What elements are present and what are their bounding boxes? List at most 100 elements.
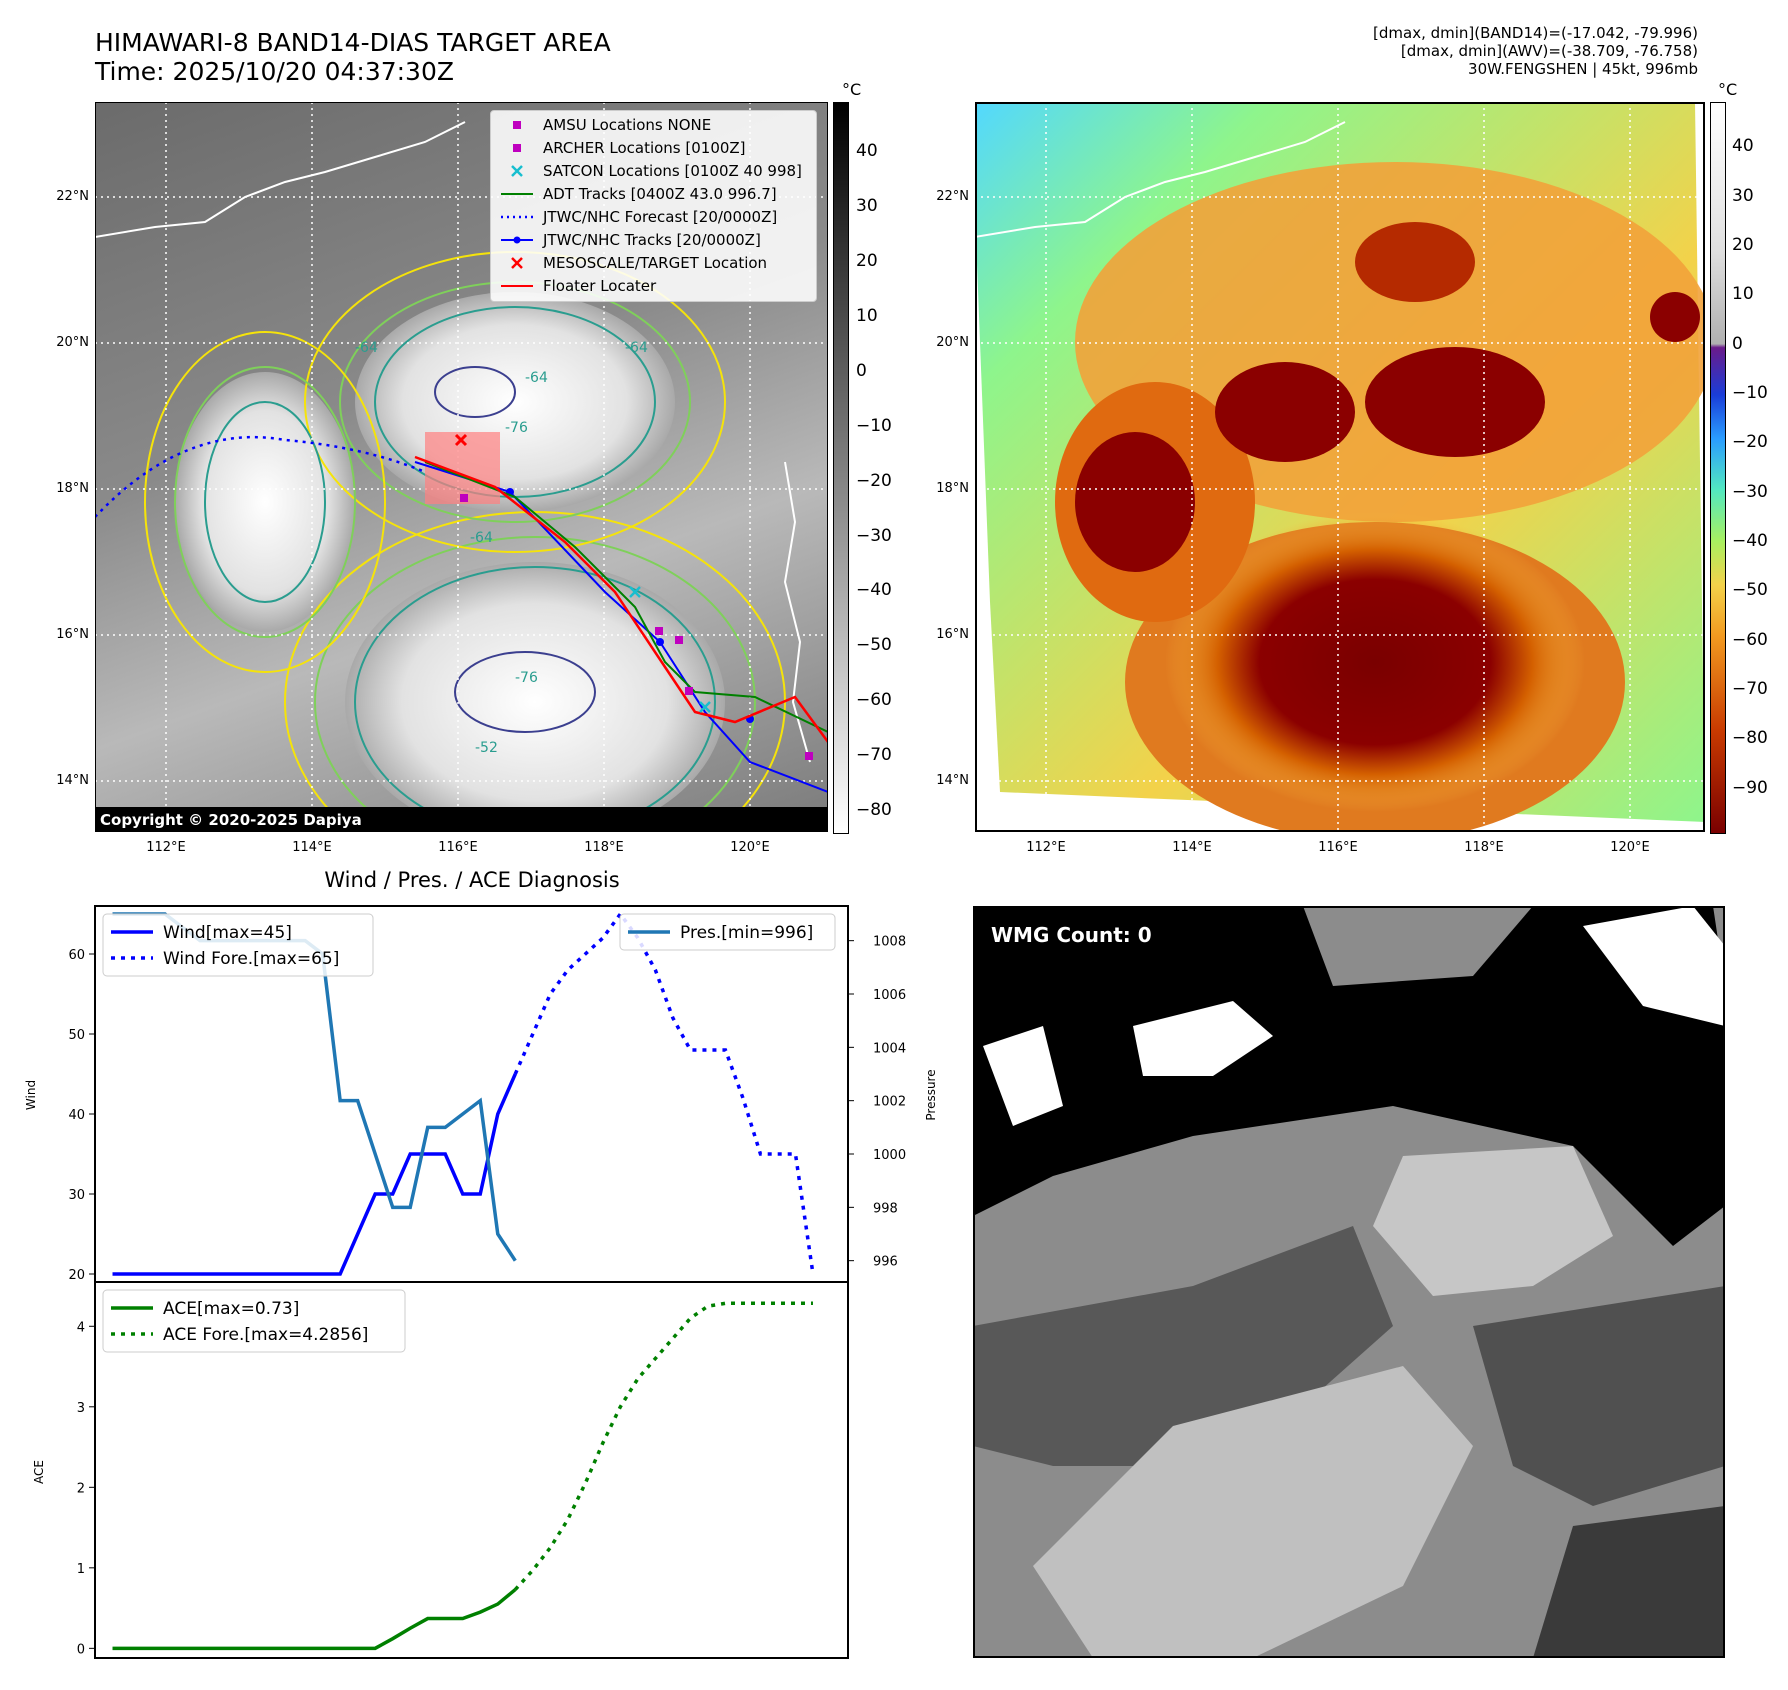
lon-tick-label: 112°E <box>1026 840 1066 855</box>
legend-swatch <box>501 236 533 244</box>
lat-tick-label: 22°N <box>936 189 969 204</box>
colorbar-tick-label: −30 <box>856 525 892 546</box>
legend-label: MESOSCALE/TARGET Location <box>543 254 768 272</box>
lat-tick-label: 22°N <box>56 189 89 204</box>
contour-label: -76 <box>505 420 528 436</box>
colorbar-tick-label: −10 <box>1732 383 1768 403</box>
colorbar-tick-label: −40 <box>1732 530 1768 551</box>
colorbar-tick-label: −20 <box>1732 432 1768 453</box>
title-line-1: HIMAWARI-8 BAND14-DIAS TARGET AREA <box>95 28 611 57</box>
legend-swatch <box>501 215 533 219</box>
contour-blue-north <box>434 366 516 418</box>
lon-tick-label: 118°E <box>1464 840 1504 855</box>
lat-tick-label: 18°N <box>56 481 89 496</box>
colorbar-tick-label: −90 <box>1732 777 1768 798</box>
colorbar-tick-label: −80 <box>1732 728 1768 749</box>
legend-label: Wind Fore.[max=65] <box>163 949 339 969</box>
contour-teal-main <box>354 566 716 832</box>
colorbar-tick-label: 40 <box>856 141 878 162</box>
legend-label: JTWC/NHC Forecast [20/0000Z] <box>543 208 778 226</box>
legend-entry: ADT Tracks [0400Z 43.0 996.7] <box>499 183 809 205</box>
pressure-tick-label: 1002 <box>873 1095 906 1110</box>
wind-tick-label: 30 <box>68 1188 85 1203</box>
legend-entry: Floater Locater <box>499 275 809 297</box>
wind-axis-label: Wind <box>24 1080 38 1110</box>
pressure-axis-label: Pressure <box>924 1069 938 1120</box>
contour-label: -64 <box>470 530 493 546</box>
lon-tick-label: 116°E <box>438 840 478 855</box>
target-box <box>425 432 500 504</box>
pressure-tick-label: 1004 <box>873 1041 906 1056</box>
wind-legend <box>102 913 374 977</box>
ace-legend <box>102 1289 406 1353</box>
lon-tick-label: 116°E <box>1318 840 1358 855</box>
contour-label: -64 <box>355 340 378 356</box>
coastline-china <box>95 121 466 238</box>
colorbar-tick-label: −20 <box>856 470 892 491</box>
awv-colorbar <box>1710 102 1726 834</box>
pressure-tick-label: 1008 <box>873 935 906 950</box>
contour-blue-main <box>454 651 596 733</box>
lat-tick-label: 16°N <box>936 627 969 642</box>
map-legend: AMSU Locations NONE ARCHER Locations [010… <box>490 110 817 302</box>
lon-tick-label: 114°E <box>292 840 332 855</box>
legend-label: Wind[max=45] <box>163 923 292 943</box>
legend-entry: AMSU Locations NONE <box>499 114 809 136</box>
contour-label: -64 <box>625 340 648 356</box>
legend-entry: ARCHER Locations [0100Z] <box>499 137 809 159</box>
wind-forecast-series-line <box>513 911 815 1275</box>
legend-label: JTWC/NHC Tracks [20/0000Z] <box>543 231 761 249</box>
ace-tick-label: 1 <box>77 1562 85 1577</box>
lat-tick-label: 18°N <box>936 481 969 496</box>
colorbar-tick-label: −50 <box>856 635 892 656</box>
legend-entry: JTWC/NHC Tracks [20/0000Z] <box>499 229 809 251</box>
lon-tick-label: 112°E <box>146 840 186 855</box>
awv-map-panel[interactable] <box>975 102 1705 832</box>
wind-tick-label: 50 <box>68 1028 85 1043</box>
lon-tick-label: 120°E <box>1610 840 1650 855</box>
pressure-tick-label: 1006 <box>873 988 906 1003</box>
legend-label: ACE[max=0.73] <box>163 1299 299 1319</box>
colorbar-tick-label: −50 <box>1732 580 1768 601</box>
legend-label: ACE Fore.[max=4.2856] <box>163 1325 368 1345</box>
contour-label: -52 <box>475 740 498 756</box>
copyright-bar <box>95 807 828 832</box>
legend-label: ARCHER Locations [0100Z] <box>543 139 746 157</box>
legend-label: SATCON Locations [0100Z 40 998] <box>543 162 802 180</box>
ace-axis-label: ACE <box>32 1460 46 1484</box>
awv-map-svg <box>977 104 1703 830</box>
ir-map-panel[interactable]: -64 -64 -76 -64 -76 -52 -64 <box>95 102 828 832</box>
colorbar-tick-label: −70 <box>856 745 892 766</box>
colorbar-tick-label: −10 <box>856 415 892 436</box>
legend-entry: JTWC/NHC Forecast [20/0000Z] <box>499 206 809 228</box>
ir-colorbar-unit: °C <box>842 80 862 99</box>
jtwc-forecast-track <box>95 435 426 518</box>
legend-swatch <box>513 144 521 152</box>
adt-track <box>424 461 828 733</box>
legend-swatch <box>511 165 523 177</box>
pressure-tick-label: 996 <box>873 1255 898 1270</box>
legend-label: Pres.[min=996] <box>680 923 813 943</box>
wmg-panel[interactable]: WMG Count: 0 <box>973 906 1725 1658</box>
legend-entry: MESOSCALE/TARGET Location <box>499 252 809 274</box>
colorbar-tick-label: 20 <box>1732 235 1754 256</box>
cloud-mass-north <box>355 292 675 512</box>
pressure-tick-label: 1000 <box>873 1148 906 1163</box>
colorbar-tick-label: 30 <box>856 196 878 217</box>
pressure-legend <box>619 913 836 951</box>
wmg-count-label: WMG Count: 0 <box>991 923 1152 947</box>
ace-forecast-series-line <box>513 1301 813 1591</box>
colorbar-tick-label: 20 <box>856 251 878 272</box>
colorbar-tick-label: 0 <box>856 360 867 381</box>
wmg-svg: WMG Count: 0 <box>975 908 1723 1656</box>
legend-swatch <box>511 257 523 269</box>
lat-tick-label: 16°N <box>56 627 89 642</box>
colorbar-tick-label: −60 <box>1732 629 1768 650</box>
contour-teal-west <box>204 401 326 603</box>
legend-label: AMSU Locations NONE <box>543 116 712 134</box>
legend-swatch <box>501 285 533 287</box>
title-line-2: Time: 2025/10/20 04:37:30Z <box>95 57 454 86</box>
ir-map-svg: -64 -64 -76 -64 -76 -52 -64 <box>95 102 828 832</box>
lon-tick-label: 114°E <box>1172 840 1212 855</box>
wind-series-line <box>112 1073 517 1276</box>
